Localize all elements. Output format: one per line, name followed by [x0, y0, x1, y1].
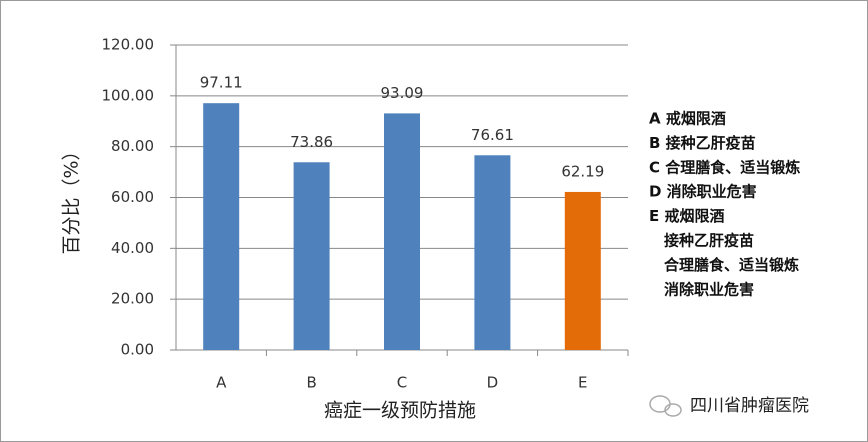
value-label: 76.61 [471, 126, 514, 144]
legend-note: 消除职业危害 [664, 280, 754, 298]
legend-note: A 戒烟限酒 [649, 110, 726, 128]
y-tick-label: 100.00 [102, 86, 155, 104]
y-tick-label: 20.00 [111, 290, 154, 308]
legend-note: 合理膳食、适当锻炼 [663, 256, 799, 274]
bar [384, 113, 420, 351]
value-label: 73.86 [290, 133, 333, 151]
bar [203, 103, 240, 351]
value-label: 62.19 [561, 162, 604, 180]
value-label: 97.11 [200, 74, 243, 92]
x-tick-label: E [578, 374, 587, 392]
watermark: 四川省肿瘤医院 [690, 396, 809, 416]
bar [564, 191, 601, 350]
y-axis-label: 百分比（%） [61, 141, 83, 254]
value-label: 93.09 [381, 84, 424, 102]
x-tick-label: C [397, 374, 407, 392]
x-tick-label: B [306, 374, 316, 392]
x-tick-label: A [216, 374, 227, 392]
legend-note: D 消除职业危害 [649, 183, 757, 201]
legend-note: 接种乙肝疫苗 [664, 232, 754, 250]
y-tick-label: 60.00 [111, 188, 154, 206]
legend-note: C 合理膳食、适当锻炼 [649, 158, 800, 176]
watermark-icon [649, 395, 682, 417]
legend-note: E 戒烟限酒 [649, 207, 724, 225]
bar [293, 162, 330, 350]
x-axis-label: 癌症一级预防措施 [324, 400, 476, 422]
legend-note: B 接种乙肝疫苗 [649, 134, 756, 152]
y-tick-label: 80.00 [111, 137, 154, 155]
x-tick-label: D [487, 374, 499, 392]
y-tick-label: 40.00 [111, 239, 154, 257]
bar [474, 155, 511, 350]
y-tick-label: 120.00 [102, 36, 155, 54]
y-tick-label: 0.00 [121, 341, 154, 359]
